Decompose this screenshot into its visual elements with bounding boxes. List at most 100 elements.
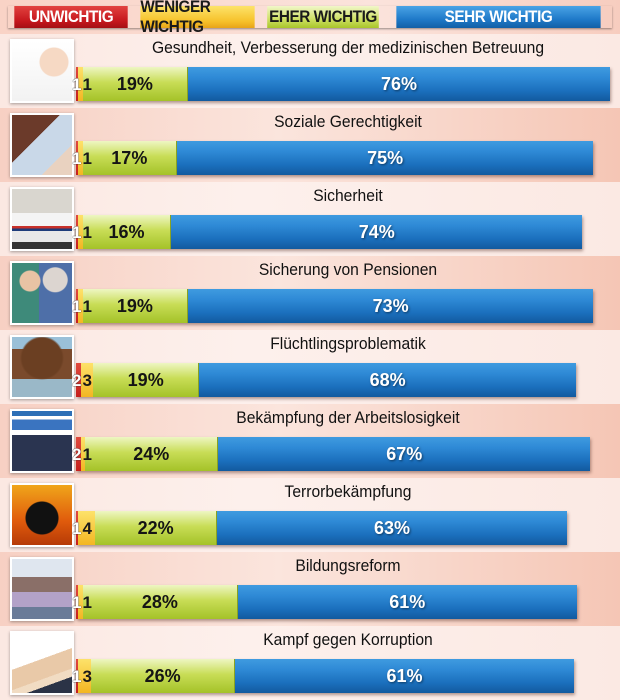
stacked-bar: 24% 67% [76,437,591,471]
value-unwichtig: 1 [72,223,82,242]
value-sehr-wichtig: 67% [386,443,423,464]
segment-eher-wichtig: 16% [82,215,172,249]
stacked-bar: 19% 68% [76,363,577,397]
segment-unwichtig [76,141,79,175]
segment-weniger-wichtig [78,215,83,249]
value-eher-wichtig: 22% [137,517,174,538]
value-weniger-wichtig: 1 [82,223,92,242]
stacked-bar: 19% 76% [76,67,610,101]
stacked-bar: 28% 61% [76,585,577,619]
segment-unwichtig [76,215,79,249]
segment-unwichtig [76,67,79,101]
segment-sehr-wichtig: 67% [218,437,591,471]
segment-sehr-wichtig: 76% [188,67,610,101]
legend-unwichtig: UNWICHTIG [14,6,128,28]
stacked-bar: 22% 63% [76,511,567,545]
classroom-photo [10,557,74,621]
stacked-bar: 19% 73% [76,289,594,323]
segment-weniger-wichtig [78,289,83,323]
segment-eher-wichtig: 26% [90,659,236,693]
row-title: Soziale Gerechtigkeit [274,112,422,131]
segment-weniger-wichtig [78,659,91,693]
stacked-bar: 17% 75% [76,141,594,175]
segment-unwichtig [76,437,81,471]
doctor-photo [10,39,74,103]
value-eher-wichtig: 28% [141,591,178,612]
segment-unwichtig [76,289,79,323]
value-eher-wichtig: 19% [116,73,153,94]
row-title: Bekämpfung der Arbeitslosigkeit [236,408,460,427]
value-sehr-wichtig: 63% [374,517,411,538]
value-unwichtig: 2 [72,371,82,390]
segment-unwichtig [76,659,79,693]
bribe-photo [10,631,74,695]
value-sehr-wichtig: 76% [380,73,417,94]
stacked-bar: 16% 74% [76,215,583,249]
value-eher-wichtig: 19% [127,369,164,390]
segment-weniger-wichtig [80,363,94,397]
row-title: Bildungsreform [295,556,401,575]
segment-sehr-wichtig: 68% [198,363,577,397]
value-eher-wichtig: 16% [108,221,145,242]
value-sehr-wichtig: 61% [386,665,423,686]
segment-eher-wichtig: 22% [95,511,218,545]
row-title: Terrorbekämpfung [284,482,412,501]
value-unwichtig: 1 [72,149,82,168]
police-car-photo [10,187,74,251]
segment-weniger-wichtig [78,511,96,545]
value-weniger-wichtig: 1 [82,593,92,612]
value-weniger-wichtig: 1 [82,297,92,316]
value-unwichtig: 1 [72,593,82,612]
segment-sehr-wichtig: 74% [171,215,583,249]
refugee-boat-photo [10,335,74,399]
stacked-bar: 26% 61% [76,659,574,693]
value-eher-wichtig: 24% [133,443,170,464]
value-weniger-wichtig: 3 [82,667,92,686]
value-eher-wichtig: 17% [111,147,148,168]
value-weniger-wichtig: 4 [82,519,92,538]
legend-weniger-wichtig: WENIGER WICHTIG [140,0,255,36]
value-eher-wichtig: 19% [116,295,153,316]
money-photo [10,113,74,177]
segment-weniger-wichtig [78,67,83,101]
segment-eher-wichtig: 17% [82,141,177,175]
segment-weniger-wichtig [78,141,83,175]
value-weniger-wichtig: 3 [82,371,92,390]
segment-weniger-wichtig [78,585,83,619]
segment-weniger-wichtig [80,437,86,471]
legend-sehr-wichtig: SEHR WICHTIG [396,6,601,28]
segment-eher-wichtig: 19% [82,67,189,101]
elderly-care-photo [10,261,74,325]
segment-sehr-wichtig: 63% [217,511,567,545]
value-unwichtig: 1 [72,297,82,316]
chart-row: Bekämpfung der Arbeitslosigkeit 24% 67% … [0,404,620,478]
value-unwichtig: 2 [72,445,82,464]
value-sehr-wichtig: 75% [367,147,404,168]
terror-silhouette-photo [10,483,74,547]
segment-eher-wichtig: 19% [93,363,199,397]
value-sehr-wichtig: 61% [389,591,426,612]
value-unwichtig: 1 [72,75,82,94]
value-eher-wichtig: 26% [144,665,181,686]
legend-eher-wichtig: EHER WICHTIG [267,6,379,28]
value-weniger-wichtig: 1 [82,149,92,168]
row-title: Gesundheit, Verbesserung der medizinisch… [151,38,545,57]
segment-unwichtig [76,585,79,619]
value-sehr-wichtig: 73% [372,295,409,316]
segment-sehr-wichtig: 75% [176,141,594,175]
segment-sehr-wichtig: 61% [235,659,574,693]
